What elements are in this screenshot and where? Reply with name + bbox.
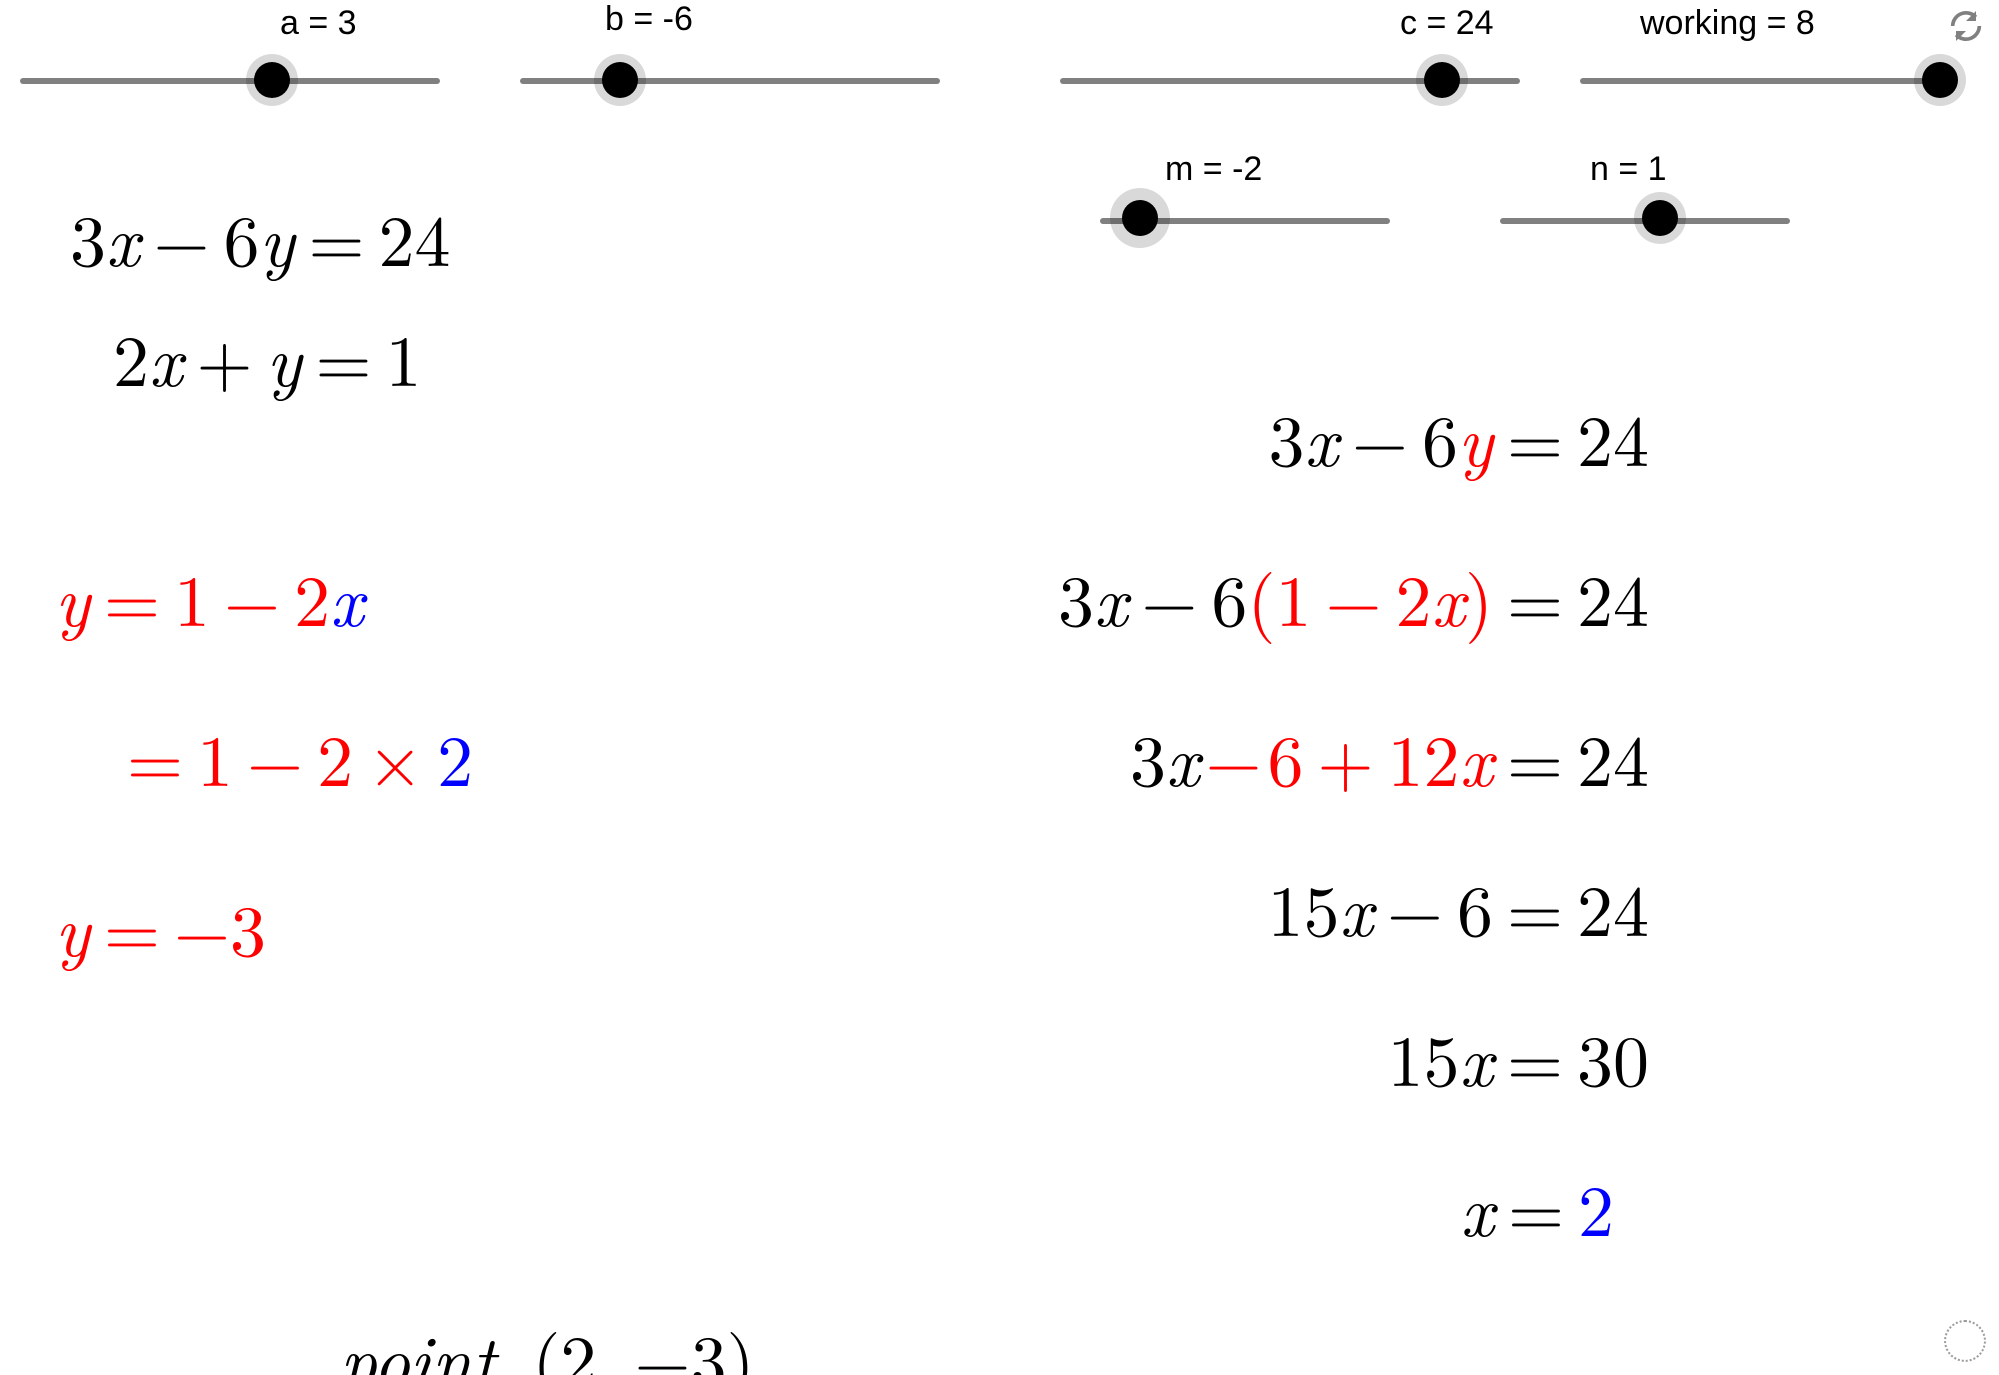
eq-r3: 3x−6+12x=24 — [1130, 720, 1649, 792]
eq-y-result: y=−3 — [55, 890, 266, 962]
eq-sys1: 3x−6y=24 — [70, 200, 451, 272]
slider-working-label: working = 8 — [1640, 4, 1815, 43]
refresh-icon[interactable] — [1946, 6, 1986, 46]
slider-c-knob[interactable] — [1424, 62, 1460, 98]
eq-r6: x=2 — [1461, 1170, 1614, 1242]
slider-n-label: n = 1 — [1590, 150, 1667, 189]
slider-b-track[interactable] — [520, 78, 940, 84]
slider-a-label: a = 3 — [280, 4, 357, 43]
move-handle-icon[interactable] — [1944, 1320, 1986, 1362]
slider-working-track[interactable] — [1580, 78, 1940, 84]
slider-a-track[interactable] — [20, 78, 440, 84]
coef-a: 2 — [113, 305, 149, 407]
slider-b-label: b = -6 — [605, 0, 693, 39]
slider-m-knob[interactable] — [1122, 200, 1158, 236]
slider-a-knob[interactable] — [254, 62, 290, 98]
eq-r5: 15x=30 — [1388, 1020, 1649, 1092]
canvas: a = 3 b = -6 c = 24 working = 8 m = -2 n… — [0, 0, 1999, 1375]
eq-y-sub: y=1−2x — [55, 560, 364, 632]
slider-m-label: m = -2 — [1165, 150, 1262, 189]
slider-c-label: c = 24 — [1400, 4, 1494, 43]
slider-n-knob[interactable] — [1642, 200, 1678, 236]
coef-a: 3 — [70, 185, 106, 287]
eq-r2: 3x−6(1−2x)=24 — [1058, 560, 1649, 632]
eq-y-eval: =1−2×2 — [113, 720, 473, 792]
eq-r1: 3x−6y=24 — [1268, 400, 1649, 472]
eq-sys2: 2x+y=1 — [113, 320, 422, 392]
eq-point: point(2,−3) — [340, 1320, 755, 1375]
slider-b-knob[interactable] — [602, 62, 638, 98]
coef-b: 6 — [223, 185, 259, 287]
coef-c: 24 — [379, 185, 451, 287]
eq-r4: 15x−6=24 — [1267, 870, 1649, 942]
coef-c: 1 — [386, 305, 422, 407]
slider-working-knob[interactable] — [1922, 62, 1958, 98]
